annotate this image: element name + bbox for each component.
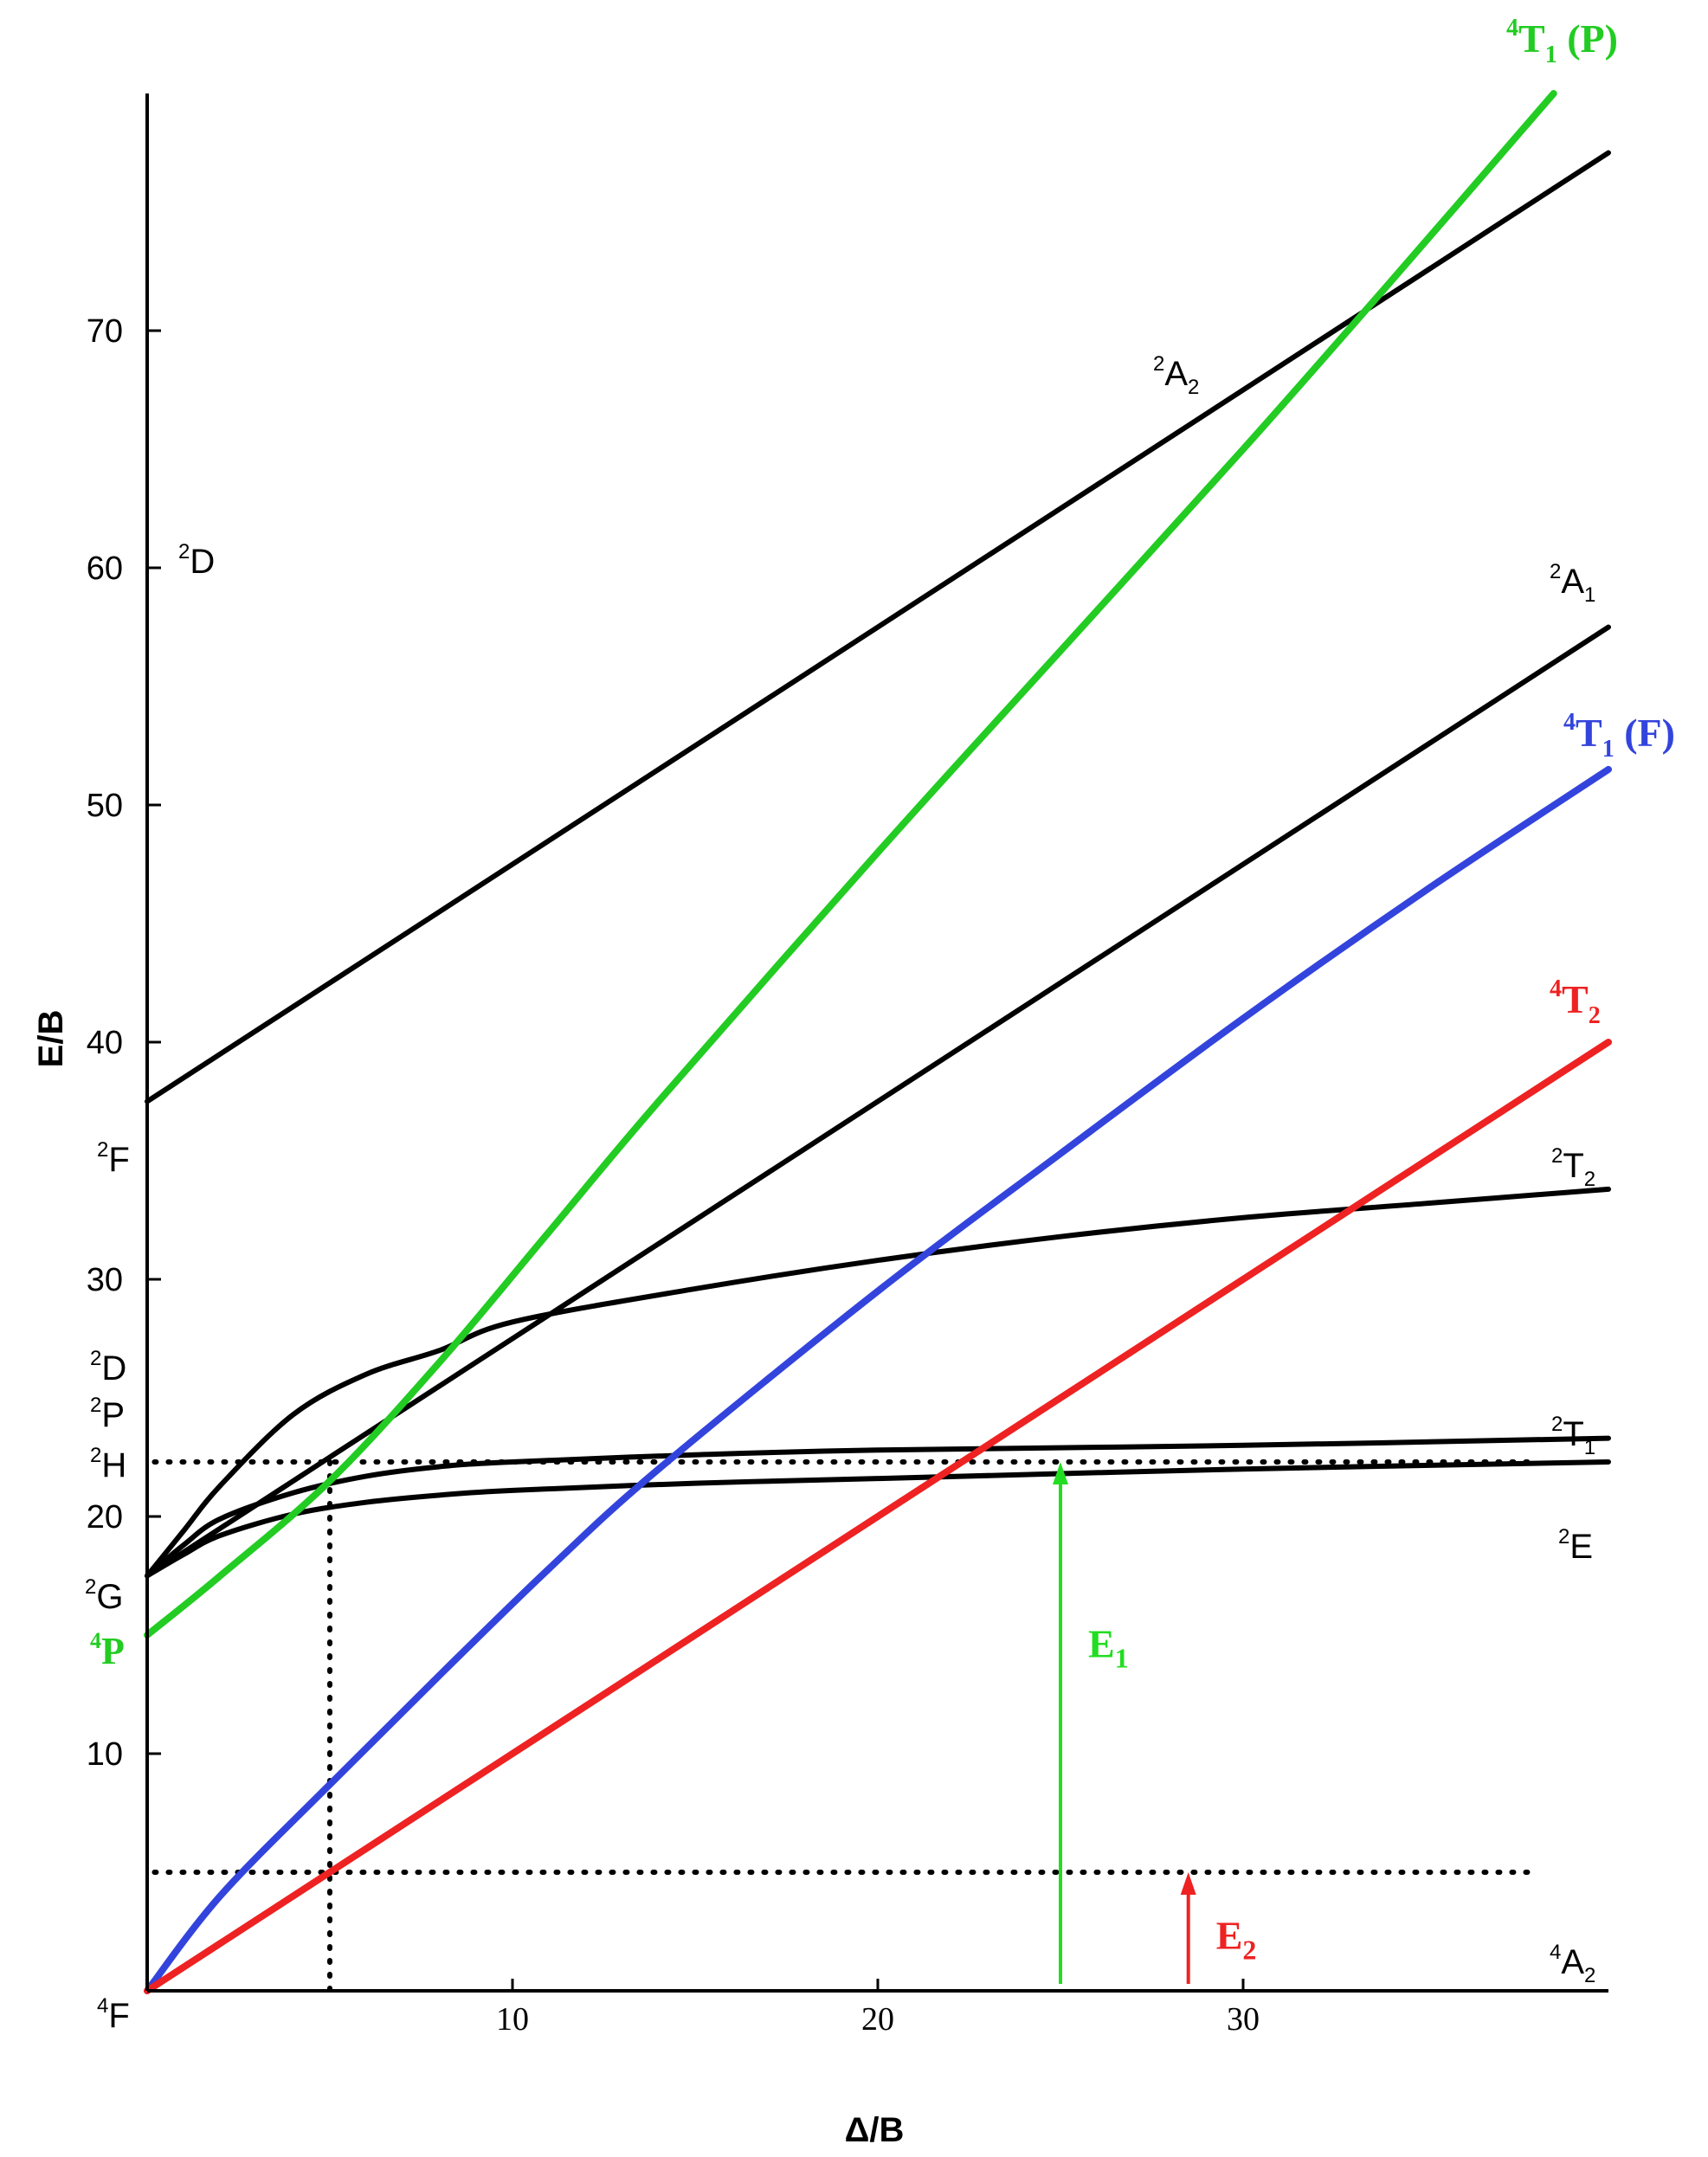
- transition-label-e1: E1: [1088, 1621, 1129, 1673]
- series-line-tf: [144, 765, 1612, 1994]
- state-label-4t2: 4T2: [1550, 975, 1601, 1029]
- term-labels: 4F 4P 2G 2H 2P 2D 2F 2D 4T1 (P) 2A2 2A1 4T1 (F) 4T2 2…: [85, 15, 1675, 2035]
- free-ion-term-2f-6: 2F: [97, 1138, 130, 1179]
- state-label-2t1: 2T1: [1551, 1413, 1595, 1459]
- x-axis-title: Δ/B: [845, 2111, 905, 2149]
- state-label-2a2: 2A2: [1153, 352, 1199, 399]
- series-line-t: [144, 1039, 1612, 1994]
- series-line-e: [145, 1458, 1611, 1579]
- series-line-t: [145, 1186, 1611, 1579]
- x-tick-label: 10: [496, 2001, 529, 2038]
- series-line-a: [145, 150, 1611, 1104]
- y-tick-label: 30: [87, 1262, 123, 1298]
- free-ion-term-2p-4: 2P: [90, 1394, 125, 1434]
- guide-lines: [151, 1458, 1538, 1993]
- series-line-tp: [144, 90, 1557, 1639]
- free-ion-term-4p-1: 4P: [90, 1628, 125, 1672]
- free-ion-term-2d-5: 2D: [90, 1347, 126, 1388]
- transition-arrowhead: [1053, 1461, 1068, 1484]
- x-tick-label: 20: [861, 2001, 894, 2038]
- axes: [145, 93, 1608, 1993]
- transition-label-e2: E2: [1216, 1914, 1257, 1966]
- transition-arrows: E1 E2: [1053, 1461, 1257, 1984]
- state-label-2t2: 2T2: [1551, 1144, 1595, 1191]
- y-tick-label: 60: [87, 551, 123, 587]
- free-ion-term-2g-2: 2G: [85, 1575, 123, 1616]
- y-tick-label: 50: [87, 788, 123, 824]
- series-curves: [144, 90, 1612, 1994]
- y-tick-label: 10: [87, 1736, 123, 1773]
- y-tick-label: 20: [87, 1499, 123, 1536]
- free-ion-term-4f-0: 4F: [97, 1994, 130, 2035]
- transition-arrowhead: [1180, 1872, 1196, 1895]
- y-tick-label: 40: [87, 1025, 123, 1061]
- axis-ticks: 10 20 30 10 20 30 40 50 60 70: [87, 313, 1260, 2038]
- free-ion-term-2h-3: 2H: [90, 1444, 126, 1484]
- y-axis-title: E/B: [32, 1010, 70, 1068]
- series-line-t: [145, 1435, 1611, 1579]
- y-tick-label: 70: [87, 313, 123, 350]
- x-tick-label: 30: [1227, 2001, 1260, 2038]
- state-label-2a1: 2A1: [1550, 560, 1595, 607]
- free-ion-term-2d-7: 2D: [178, 540, 215, 581]
- state-label-4t1f: 4T1 (F): [1563, 709, 1675, 763]
- state-label-2e: 2E: [1558, 1525, 1593, 1566]
- series-line-a: [145, 624, 1611, 1579]
- state-label-4t1p: 4T1 (P): [1506, 15, 1618, 68]
- state-label-4a2: 4A2: [1550, 1941, 1595, 1987]
